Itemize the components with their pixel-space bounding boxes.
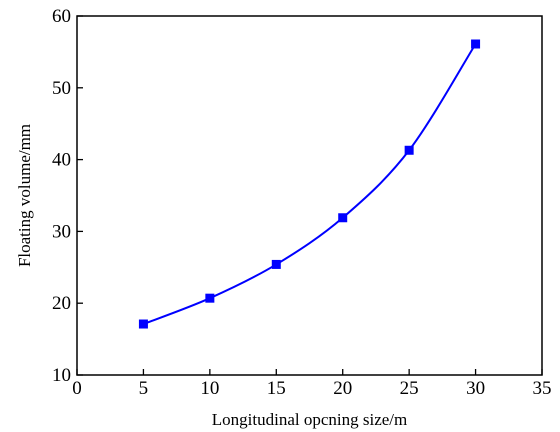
data-point-marker xyxy=(138,319,148,329)
y-tick-label: 20 xyxy=(52,293,71,314)
x-axis-ticks: 0 5 10 15 20 25 30 35 xyxy=(72,369,552,399)
x-tick-label: 15 xyxy=(267,378,286,399)
x-tick-label: 0 xyxy=(72,378,82,399)
y-axis-ticks: 10 20 30 40 50 60 xyxy=(52,6,83,386)
x-tick-label: 30 xyxy=(466,378,485,399)
data-point-marker xyxy=(404,145,414,155)
data-point-marker xyxy=(205,293,215,303)
series-line xyxy=(143,43,477,325)
y-tick-label: 30 xyxy=(52,221,71,242)
y-tick-label: 60 xyxy=(52,6,71,27)
x-tick-label: 35 xyxy=(533,378,552,399)
series-markers xyxy=(138,39,481,329)
x-axis-title: Longitudinal opcning size/m xyxy=(212,410,407,429)
plot-frame xyxy=(76,15,543,376)
x-tick-label: 25 xyxy=(400,378,419,399)
data-point-marker xyxy=(271,259,281,269)
data-point-marker xyxy=(338,213,348,223)
y-tick-label: 10 xyxy=(52,365,71,386)
y-tick-label: 40 xyxy=(52,150,71,171)
x-tick-label: 10 xyxy=(200,378,219,399)
plot-area: 10 20 30 40 50 60 0 5 10 15 20 25 30 35 xyxy=(52,6,552,399)
x-tick-label: 20 xyxy=(333,378,352,399)
data-point-marker xyxy=(471,39,481,49)
y-axis-title: Floating volume/mm xyxy=(15,124,34,267)
x-tick-label: 5 xyxy=(139,378,149,399)
y-tick-label: 50 xyxy=(52,78,71,99)
